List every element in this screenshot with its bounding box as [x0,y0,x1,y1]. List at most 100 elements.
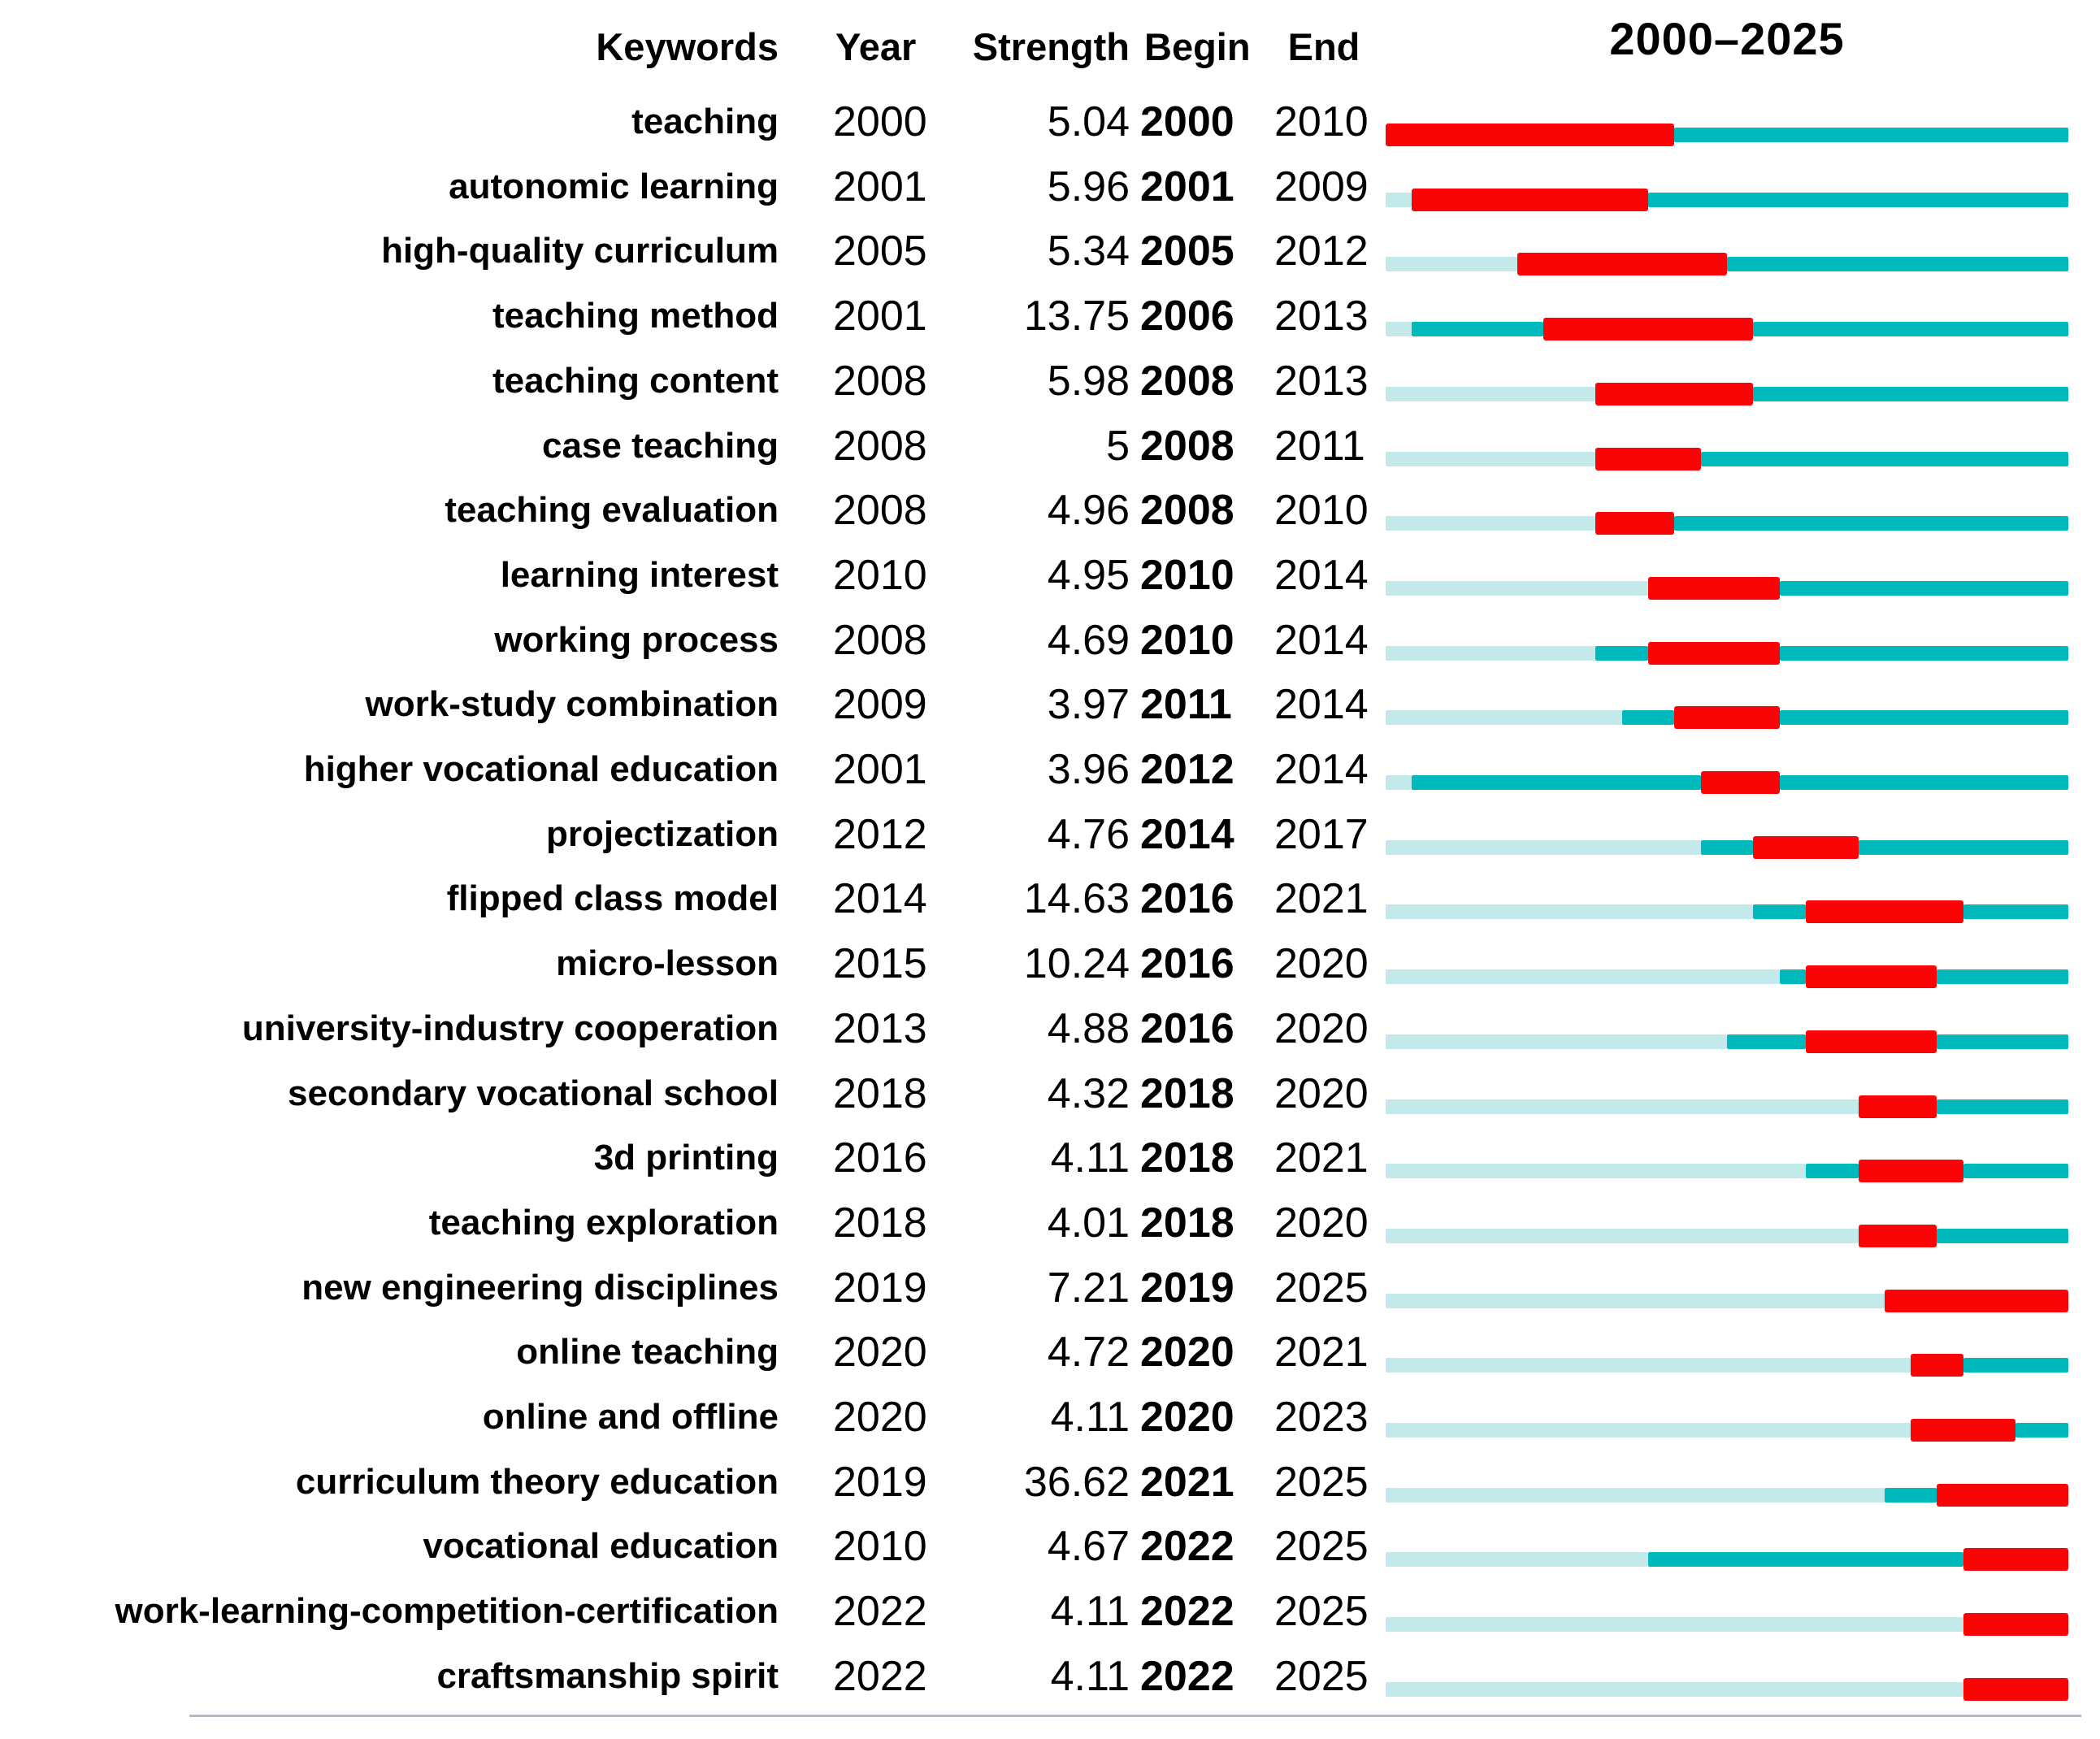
keyword-label: secondary vocational school [288,1073,779,1113]
bar-segment-burst [1858,1095,1937,1118]
bar-segment-burst [1648,576,1780,600]
strength-value: 3.96 [1047,746,1130,793]
begin-value: 2008 [1140,422,1234,470]
table-row: work-learning-competition-certification … [0,1581,2100,1646]
keyword-label: micro-lesson [556,943,779,984]
keyword-label: new engineering disciplines [302,1267,779,1308]
table-row: new engineering disciplines 2019 7.21 20… [0,1257,2100,1322]
bar-segment-active-after [1674,128,2068,142]
column-header-begin: Begin [1144,25,1251,68]
table-row: 3d printing 2016 4.11 2018 2021 [0,1127,2100,1192]
table-row: flipped class model 2014 14.63 2016 2021 [0,868,2100,933]
keyword-label: 3d printing [593,1138,779,1178]
year-value: 2020 [833,1394,927,1441]
table-row: university-industry cooperation 2013 4.8… [0,998,2100,1063]
begin-value: 2018 [1140,1134,1234,1182]
table-row: teaching exploration 2018 4.01 2018 2020 [0,1192,2100,1257]
end-value: 2025 [1274,1588,1369,1636]
end-value: 2017 [1274,810,1369,858]
year-value: 2013 [833,1004,927,1052]
begin-value: 2005 [1140,228,1234,275]
bar-segment-active-after [1937,1228,2068,1243]
end-value: 2014 [1274,616,1369,664]
bar-segment-before [1386,1617,1963,1633]
strength-value: 13.75 [1023,293,1130,340]
keyword-label: working process [494,619,779,660]
bottom-divider-line [189,1715,2081,1717]
strength-value: 4.67 [1047,1523,1130,1571]
bar-segment-active-after [1937,1099,2068,1114]
end-value: 2010 [1274,98,1369,145]
begin-value: 2011 [1140,681,1232,729]
bar-segment-active-after [1648,192,2068,207]
table-row: working process 2008 4.69 2010 2014 [0,609,2100,674]
keyword-label: autonomic learning [449,166,779,206]
year-value: 2012 [833,810,927,858]
bar-segment-active-after [1779,580,2068,596]
bar-segment-before [1386,1423,1911,1438]
begin-value: 2010 [1140,551,1234,599]
column-header-keywords: Keywords [596,25,779,68]
strength-value: 4.76 [1047,810,1130,858]
bar-segment-active-after [1753,386,2068,401]
table-row: higher vocational education 2001 3.96 20… [0,739,2100,804]
bar-segment-active-after [1963,904,2068,920]
bar-segment-burst [1805,1030,1937,1053]
end-value: 2014 [1274,551,1369,599]
table-row: craftsmanship spirit 2022 4.11 2022 2025 [0,1646,2100,1711]
begin-value: 2001 [1140,163,1234,210]
bar-segment-active-after [1937,1034,2068,1049]
begin-value: 2018 [1140,1069,1234,1117]
keyword-label: flipped class model [446,878,779,919]
bar-segment-before [1386,1358,1911,1373]
year-value: 2010 [833,1523,927,1571]
year-value: 2008 [833,357,927,405]
year-value: 2018 [833,1199,927,1247]
bar-segment-before [1386,322,1412,337]
strength-value: 4.11 [1050,1588,1130,1636]
begin-value: 2019 [1140,1264,1234,1312]
bar-segment-before [1386,516,1596,531]
year-value: 2005 [833,228,927,275]
keyword-label: online teaching [516,1332,779,1373]
keyword-label: work-study combination [365,684,779,725]
table-row: teaching 2000 5.04 2000 2010 [0,91,2100,156]
bar-segment-active [1621,710,1675,726]
timeline-range-title: 2000–2025 [1609,13,1845,64]
bar-segment-active [1648,1552,1963,1568]
bar-segment-active [1805,1164,1859,1179]
table-row: curriculum theory education 2019 36.62 2… [0,1451,2100,1516]
year-value: 2009 [833,681,927,729]
table-row: teaching evaluation 2008 4.96 2008 2010 [0,479,2100,544]
bar-segment-active [1700,839,1754,855]
bar-segment-before [1386,192,1412,207]
bar-segment-active-after [1779,775,2068,790]
end-value: 2014 [1274,746,1369,793]
keyword-label: learning interest [500,554,779,595]
begin-value: 2020 [1140,1329,1234,1377]
bar-segment-before [1386,645,1596,661]
strength-value: 4.01 [1047,1199,1130,1247]
bar-segment-active [1727,1034,1806,1049]
end-value: 2020 [1274,1199,1369,1247]
year-value: 2001 [833,293,927,340]
year-value: 2001 [833,746,927,793]
table-row: learning interest 2010 4.95 2010 2014 [0,544,2100,609]
bar-segment-burst [1884,1289,2068,1312]
keyword-label: work-learning-competition-certification [115,1591,779,1632]
year-value: 2022 [833,1588,927,1636]
end-value: 2025 [1274,1652,1369,1700]
year-value: 2019 [833,1458,927,1506]
keyword-label: higher vocational education [303,749,779,789]
bar-segment-before [1386,710,1622,726]
year-value: 2008 [833,422,927,470]
bar-segment-active [1595,645,1649,661]
bar-segment-active-after [1700,451,2068,466]
end-value: 2023 [1274,1394,1369,1441]
bar-segment-before [1386,386,1596,401]
bar-segment-before [1386,969,1780,985]
bar-segment-active-after [1753,322,2068,337]
bar-segment-active-after [1963,1164,2068,1179]
table-row: micro-lesson 2015 10.24 2016 2020 [0,933,2100,998]
